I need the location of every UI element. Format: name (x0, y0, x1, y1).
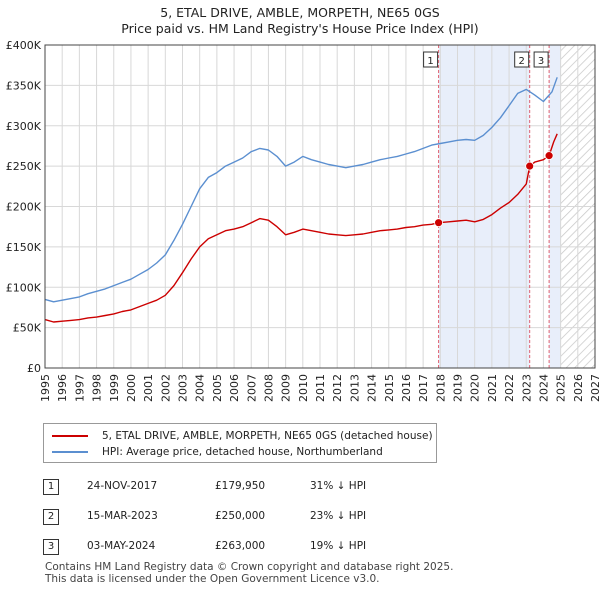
x-tick-label: 2010 (297, 374, 310, 402)
transaction-row: 2 15-MAR-2023 £250,000 23% ↓ HPI (40, 508, 440, 528)
x-tick-label: 2021 (486, 374, 499, 402)
chart-legend: 5, ETAL DRIVE, AMBLE, MORPETH, NE65 0GS … (43, 423, 437, 463)
transaction-date: 24-NOV-2017 (87, 480, 158, 492)
transaction-price: £250,000 (215, 510, 266, 522)
x-tick-label: 2006 (228, 374, 241, 402)
x-tick-label: 2004 (194, 374, 207, 402)
footer-licence: This data is licensed under the Open Gov… (45, 573, 380, 585)
sale-label-number: 1 (427, 56, 433, 67)
x-tick-label: 2025 (555, 374, 568, 402)
legend-swatch-property (52, 435, 88, 437)
transaction-number: 3 (43, 539, 59, 555)
x-tick-label: 1997 (73, 374, 86, 402)
legend-item-property: 5, ETAL DRIVE, AMBLE, MORPETH, NE65 0GS … (52, 428, 433, 444)
x-tick-label: 2017 (417, 374, 430, 402)
x-tick-label: 2003 (177, 374, 190, 402)
sale-point (434, 218, 443, 228)
footer-copyright: Contains HM Land Registry data © Crown c… (45, 561, 454, 573)
x-tick-label: 2024 (537, 374, 550, 402)
x-tick-label: 2020 (469, 374, 482, 402)
transaction-date: 03-MAY-2024 (87, 540, 156, 552)
x-tick-label: 2022 (503, 374, 516, 402)
x-tick-label: 1998 (91, 374, 104, 402)
transaction-number: 2 (43, 509, 59, 525)
x-tick-label: 2027 (589, 374, 600, 402)
transaction-number: 1 (43, 479, 59, 495)
x-tick-label: 2002 (159, 374, 172, 402)
legend-label-hpi: HPI: Average price, detached house, Nort… (102, 446, 383, 458)
x-tick-label: 2012 (331, 374, 344, 402)
hpi-line (44, 77, 558, 303)
plot-frame (44, 44, 596, 369)
transaction-hpi-diff: 19% ↓ HPI (310, 540, 367, 552)
y-tick-label: £100K (6, 281, 42, 294)
x-tick-label: 2026 (572, 374, 585, 402)
sale-label-box (514, 51, 530, 68)
x-tick-label: 2023 (520, 374, 533, 402)
transaction-hpi-diff: 23% ↓ HPI (310, 510, 367, 522)
transaction-hpi-diff: 31% ↓ HPI (310, 480, 367, 492)
x-tick-label: 2008 (262, 374, 275, 402)
transaction-row: 1 24-NOV-2017 £179,950 31% ↓ HPI (40, 478, 440, 498)
x-tick-label: 1995 (39, 374, 52, 402)
x-tick-label: 1996 (56, 374, 69, 402)
price-chart: 1 2 3 £0 £50K £100K £150K £200K £250K £300K £350K… (6, 39, 600, 402)
x-tick-label: 2005 (211, 374, 224, 402)
property-price-line (44, 133, 558, 323)
transaction-date: 15-MAR-2023 (87, 510, 158, 522)
y-tick-label: £350K (6, 79, 42, 92)
y-tick-label: £0 (27, 362, 41, 375)
x-tick-label: 2009 (280, 374, 293, 402)
y-tick-label: £50K (13, 322, 42, 335)
sale-label-number: 3 (538, 56, 544, 67)
x-tick-label: 2013 (348, 374, 361, 402)
y-tick-label: £400K (6, 39, 42, 52)
y-tick-label: £200K (6, 201, 42, 214)
sale-label-box (423, 51, 439, 68)
transaction-price: £263,000 (215, 540, 266, 552)
x-tick-label: 2014 (366, 374, 379, 402)
x-tick-label: 2016 (400, 374, 413, 402)
y-tick-label: £250K (6, 160, 42, 173)
x-tick-label: 2018 (434, 374, 447, 402)
transaction-row: 3 03-MAY-2024 £263,000 19% ↓ HPI (40, 538, 440, 558)
x-tick-label: 2001 (142, 374, 155, 402)
sale-point (525, 161, 535, 171)
x-tick-label: 2019 (452, 374, 465, 402)
sale-point (544, 151, 554, 161)
x-tick-label: 2015 (383, 374, 396, 402)
y-tick-label: £150K (6, 241, 42, 254)
y-tick-label: £300K (6, 120, 42, 133)
x-tick-label: 2011 (314, 374, 327, 402)
chart-title: 5, ETAL DRIVE, AMBLE, MORPETH, NE65 0GS (160, 5, 440, 20)
legend-item-hpi: HPI: Average price, detached house, Nort… (52, 444, 383, 460)
chart-subtitle: Price paid vs. HM Land Registry's House … (121, 21, 479, 36)
x-tick-label: 2007 (245, 374, 258, 402)
legend-label-property: 5, ETAL DRIVE, AMBLE, MORPETH, NE65 0GS … (102, 430, 433, 442)
sale-label-number: 2 (519, 56, 525, 67)
transaction-price: £179,950 (215, 480, 266, 492)
legend-swatch-hpi (52, 451, 88, 453)
x-tick-label: 1999 (108, 374, 121, 402)
sale-label-box (533, 51, 549, 68)
x-tick-label: 2000 (125, 374, 138, 402)
